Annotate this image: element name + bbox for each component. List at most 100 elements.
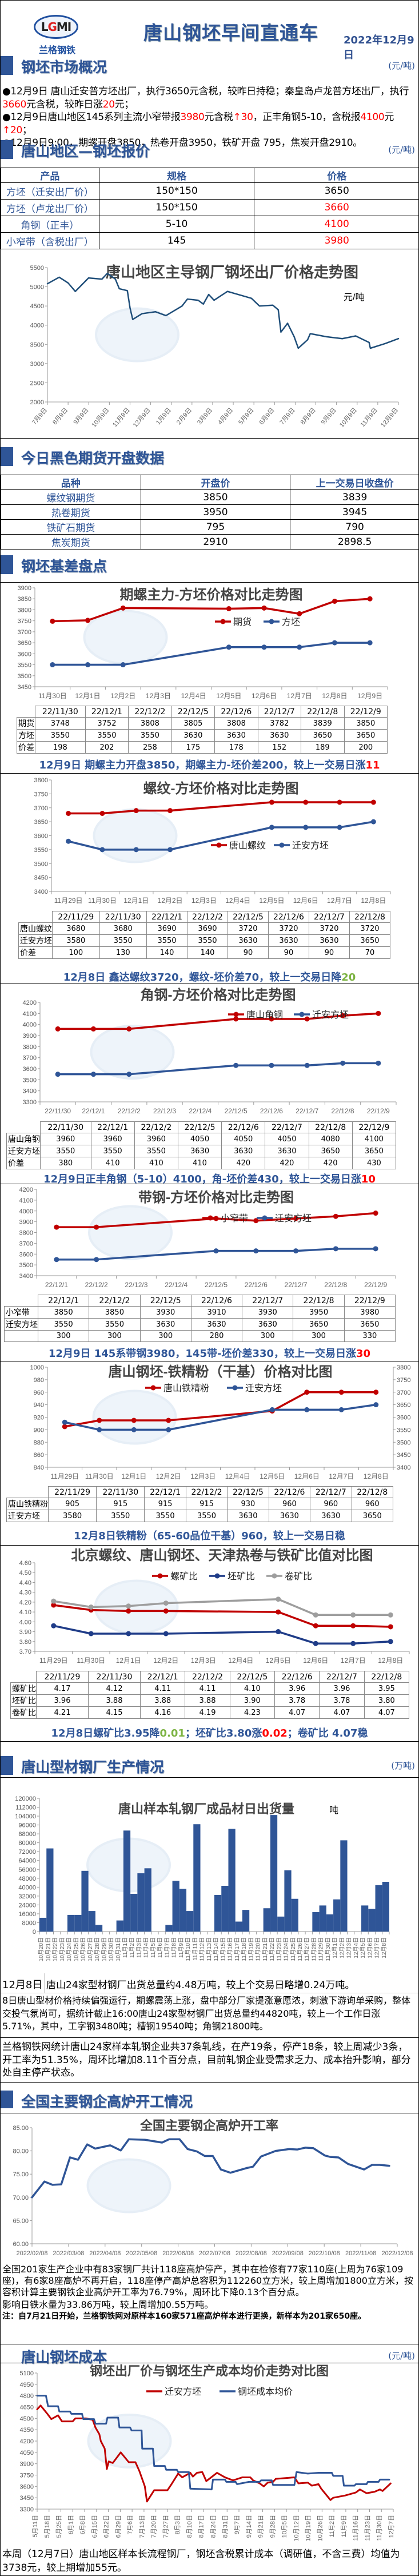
x-tick-label: 12月6日 [366,1937,373,1958]
x-tick-label: 11月7日 [163,1937,170,1958]
legend-marker [272,1573,277,1579]
series-line [36,2395,390,2491]
value-cell: 960 [268,1498,311,1510]
bar [228,1829,236,1932]
value-cell: 3680 [52,922,100,935]
x-tick-label: 12月7日 [388,2515,395,2538]
row-label: 小窄带 [4,1306,38,1319]
value-cell: 3630 [268,934,309,947]
bar [284,1870,292,1932]
x-tick-label: 12月4日 [353,1937,360,1958]
y-tick-label: 3600 [20,2483,34,2490]
value-cell: 4.21 [36,1706,89,1719]
divider [1,438,418,439]
date-header: 22/12/2 [128,706,172,718]
date-header: 22/12/9 [344,1295,396,1307]
x-tick-label: 12月3日 [146,692,171,700]
y2-tick-label: 3750 [397,1377,410,1384]
value-cell: 3550 [128,729,172,742]
data-point [261,605,267,611]
date-header: 22/11/30 [40,1121,91,1133]
axes: 3400 3500 3600 3700 3800 3900 4000 4100 4200 22/1… [19,1187,396,1289]
x-tick-label: 11月14日 [213,1937,220,1961]
value-cell: 90 [308,946,350,959]
value-cell: 3630 [310,1510,352,1522]
lgmi-logo: L G MI 兰格钢铁 [34,15,81,61]
value-cell: 3550 [90,1145,135,1157]
value-cell: 3630 [257,729,302,742]
y-tick-label: 3000 [30,361,44,368]
logo-mark: L G MI [34,15,78,39]
table-row: 唐山角钢 3960 3960 3960 4050 4050 4050 4080 4100 [6,1133,397,1145]
bar [186,1911,194,1932]
data-point [253,1248,259,1254]
sample-note: 注：自7月21日开始，兰格钢铁网对原样本160家571座高炉样本进行更换，新样本… [2,2312,366,2321]
date-header: 22/12/7 [319,1671,365,1683]
date-header: 22/12/6 [190,1295,243,1307]
data-point [126,1608,131,1614]
legend-label: 唐山铁精粉 [163,1383,209,1393]
bar [123,1830,131,1932]
x-tick-label: 7月9日 [279,407,297,426]
text-segment: 12月9日 145系带钢3980，145带-坯价差330，较上一交易日涨 [48,1348,357,1360]
table-row: 方坯（卢龙出厂价） 150*150 3660 [1,199,418,216]
x-tick-label: 22/12/1 [45,1281,68,1289]
legend-label: 迁安方坯 [245,1383,282,1393]
data-point [350,1612,356,1618]
value-cell: 3960 [90,1133,135,1145]
row-label: 唐山铁精粉 [6,1498,49,1510]
value-cell: 175 [171,741,216,754]
data-point [337,825,342,830]
x-tick-label: 12月3日 [191,1657,216,1665]
x-tick-label: 2022/03/08 [53,2250,84,2257]
x-tick-label: 12月4日 [181,692,206,700]
data-point [304,1389,310,1395]
section-billet-cost: 唐山钢坯成本 (元/吨) [1,2345,418,2366]
date-header: 22/12/8 [364,1671,410,1683]
data-point [94,1224,99,1230]
y2-tick-label: 3800 [397,1364,410,1371]
data-point [233,1062,239,1068]
chart-title: 螺纹-方坯价格对比走势图 [143,781,299,797]
bar [333,1899,341,1932]
data-point [90,1026,96,1032]
value-cell: 258 [128,741,172,754]
y-tick-label: 3600 [18,651,31,658]
x-tick-label: 6月29日 [115,2515,122,2538]
x-tick-label: 22/12/8 [324,1281,347,1289]
value-cell: 300 [89,1330,141,1342]
table-header-row: 22/12/1 22/12/2 22/12/5 22/12/6 22/12/7 22/12… [5,1295,396,1307]
bar [95,1925,103,1932]
date-header: 22/12/6 [268,911,309,923]
y-tick-label: 64000 [18,1858,36,1865]
series-line [51,598,371,623]
value-cell: 410 [177,1157,222,1169]
series-迁安方坯: 迁安方坯 [55,1010,381,1077]
value-cell: 3720 [227,922,269,935]
x-tick-label: 12月2日 [156,1472,181,1480]
y-tick-label: 4800 [20,2393,34,2400]
divider [1,2082,418,2083]
legend-label: 唐山螺纹 [229,841,266,851]
y-tick-label: 80000 [18,1840,36,1847]
value-cell: 4100 [352,1133,397,1145]
spec-cell: 150*150 [98,199,255,216]
data-point [163,1608,169,1614]
text-segment: 3980 [180,112,205,123]
column-header: 开盘价 [140,475,291,490]
y-tick-label: 980 [34,1377,44,1384]
data-point [313,1641,318,1646]
data-point [51,1598,57,1604]
value-cell: 960 [310,1498,352,1510]
x-tick-label: 11月2日 [329,2515,336,2538]
basis-data-table: 22/11/30 22/12/1 22/12/2 22/12/5 22/12/6 22/1… [17,706,388,754]
y-tick-label: 3800 [19,1230,33,1237]
table-row: 螺纹钢期货 3850 3839 [1,489,418,505]
text-segment: 0.02 [262,1727,288,1739]
data-point [350,1641,356,1646]
x-tick-label: 2022/07/08 [199,2250,230,2257]
value-cell: 3.80 [364,1694,410,1707]
series-高炉开工率 [31,2138,390,2199]
bar [221,1886,229,1932]
